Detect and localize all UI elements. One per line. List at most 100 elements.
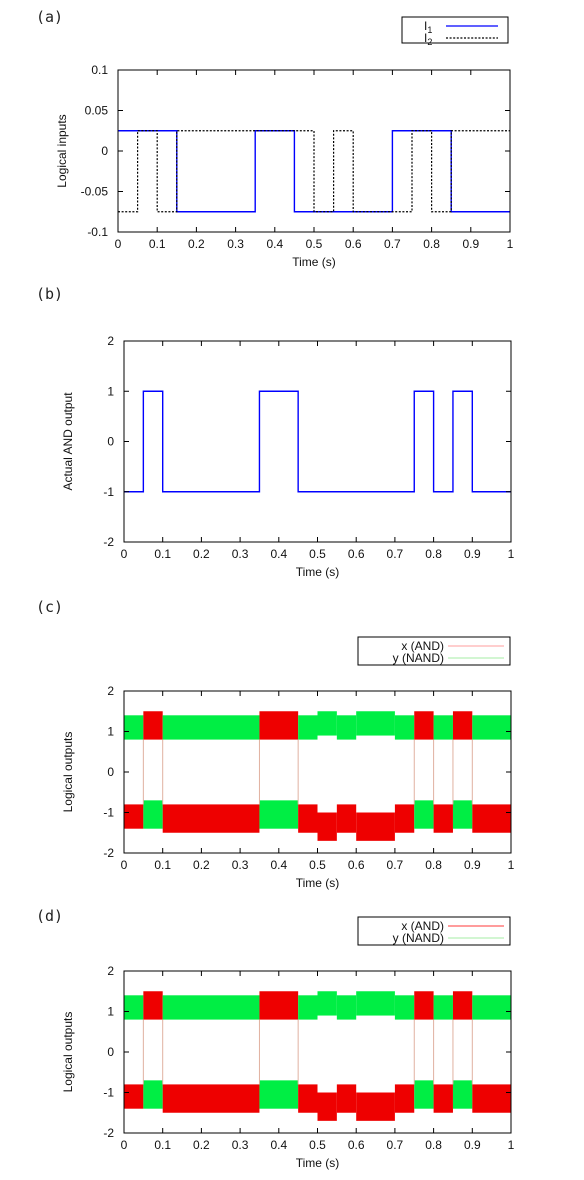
chart-panel-3: (c) 0 0.1 0.2 0.3 0.4 0.5 0.6 0.7 0.8 0.9 1 -2 -1 0 1 2 T… <box>36 598 515 890</box>
upper-band-segment <box>259 711 299 740</box>
upper-band-segment <box>433 995 453 1020</box>
x-tick-label: 1 <box>508 1138 515 1152</box>
x-tick-label: 1 <box>507 237 514 251</box>
lower-band-segment <box>394 804 415 833</box>
lower-band-segment <box>143 800 163 829</box>
x-tick-label: 0.8 <box>425 1138 442 1152</box>
x-tick-label: 0.3 <box>232 858 249 872</box>
x-tick-label: 0.1 <box>154 547 171 561</box>
x-tick-label: 0.2 <box>193 858 210 872</box>
upper-band-segment <box>298 715 318 740</box>
lower-band-segment <box>124 804 144 829</box>
y-tick-label: -1 <box>103 485 114 499</box>
upper-band-segment <box>394 995 415 1020</box>
upper-band-segment <box>143 991 163 1020</box>
panel-label: (a) <box>36 8 63 26</box>
y-tick-label: 0.05 <box>85 104 109 118</box>
x-tick-label: 0.6 <box>348 858 365 872</box>
lower-band-segment <box>298 1084 318 1113</box>
x-tick-label: 0.2 <box>193 547 210 561</box>
legend-entry-label: x (AND) <box>401 919 444 933</box>
x-tick-label: 0.7 <box>387 858 404 872</box>
lower-band-segment <box>336 804 357 833</box>
x-axis-label: Time (s) <box>296 1156 340 1170</box>
upper-band-segment <box>259 991 299 1020</box>
lower-band-segment <box>472 804 511 833</box>
upper-band-segment <box>336 715 357 740</box>
lower-band-segment <box>162 804 260 833</box>
x-tick-label: 0.1 <box>154 858 171 872</box>
x-tick-label: 0.5 <box>309 858 326 872</box>
x-axis-label: Time (s) <box>292 255 336 269</box>
x-tick-label: 0.4 <box>270 547 287 561</box>
legend-entry-label: y (NAND) <box>393 931 444 945</box>
legend-box <box>357 636 511 666</box>
x-tick-label: 0.6 <box>348 1138 365 1152</box>
x-tick-label: 0 <box>121 547 128 561</box>
y-tick-label: 2 <box>107 334 114 348</box>
lower-band-segment <box>414 1080 434 1109</box>
x-tick-label: 0.6 <box>345 237 362 251</box>
upper-band-segment <box>336 995 357 1020</box>
lower-band-segment <box>317 812 337 841</box>
x-tick-label: 0.5 <box>309 1138 326 1152</box>
lower-band-segment <box>259 800 299 829</box>
x-tick-label: 0 <box>121 1138 128 1152</box>
chart-panel-4: (d) 0 0.1 0.2 0.3 0.4 0.5 0.6 0.7 0.8 0.9 1 -2 -1 0 1 2 T… <box>36 907 515 1170</box>
legend-entry-label: x (AND) <box>401 639 444 653</box>
lower-band-segment <box>259 1080 299 1109</box>
legend-box <box>401 16 509 44</box>
x-tick-label: 0.7 <box>387 547 404 561</box>
y-tick-label: -0.05 <box>81 185 109 199</box>
y-tick-label: 0 <box>107 765 114 779</box>
upper-band-segment <box>433 715 453 740</box>
legend: x (AND)y (NAND) <box>357 636 511 666</box>
x-tick-label: 0.3 <box>232 1138 249 1152</box>
lower-band-segment <box>394 1084 415 1113</box>
x-tick-label: 0.6 <box>348 547 365 561</box>
upper-band-segment <box>452 711 473 740</box>
lower-band-segment <box>336 1084 357 1113</box>
upper-band-segment <box>356 991 395 1016</box>
lower-band-segment <box>317 1092 337 1121</box>
y-axis-label: Actual AND output <box>61 392 75 491</box>
upper-band-segment <box>472 995 511 1020</box>
x-tick-label: 0.8 <box>423 237 440 251</box>
x-tick-label: 0.8 <box>425 547 442 561</box>
y-tick-label: 1 <box>107 384 114 398</box>
upper-band-segment <box>124 995 144 1020</box>
upper-band-segment <box>124 715 144 740</box>
x-tick-label: 0.9 <box>464 1138 481 1152</box>
x-axis-label: Time (s) <box>296 565 340 579</box>
legend-entry-label: y (NAND) <box>393 651 444 665</box>
x-tick-label: 0.4 <box>266 237 283 251</box>
y-tick-label: -0.1 <box>87 225 108 239</box>
x-tick-label: 0.5 <box>306 237 323 251</box>
lower-band-segment <box>298 804 318 833</box>
panel-label: (d) <box>36 907 63 925</box>
y-tick-label: 2 <box>107 684 114 698</box>
x-tick-label: 0.4 <box>270 858 287 872</box>
x-tick-label: 0.4 <box>270 1138 287 1152</box>
x-tick-label: 0.1 <box>149 237 166 251</box>
upper-band-segment <box>162 715 260 740</box>
upper-band-segment <box>143 711 163 740</box>
lower-band-segment <box>124 1084 144 1109</box>
y-tick-label: 1 <box>107 1005 114 1019</box>
y-tick-label: -1 <box>103 1086 114 1100</box>
y-tick-label: 1 <box>107 725 114 739</box>
y-tick-label: 2 <box>107 964 114 978</box>
upper-band-segment <box>414 991 434 1020</box>
lower-band-segment <box>452 1080 473 1109</box>
chart-panel-1: (a) 0 0.1 0.2 0.3 0.4 0.5 0.6 0.7 0.8 0.9 1 -0.1 -0.0… <box>36 8 514 269</box>
legend-entry-label: I2 <box>424 31 432 47</box>
legend-entry-label: I1 <box>424 19 432 35</box>
lower-band-segment <box>472 1084 511 1113</box>
panel-label: (c) <box>36 598 63 616</box>
y-tick-label: 0 <box>107 435 114 449</box>
lower-band-segment <box>433 804 453 833</box>
x-tick-label: 0.3 <box>227 237 244 251</box>
upper-band-segment <box>298 995 318 1020</box>
